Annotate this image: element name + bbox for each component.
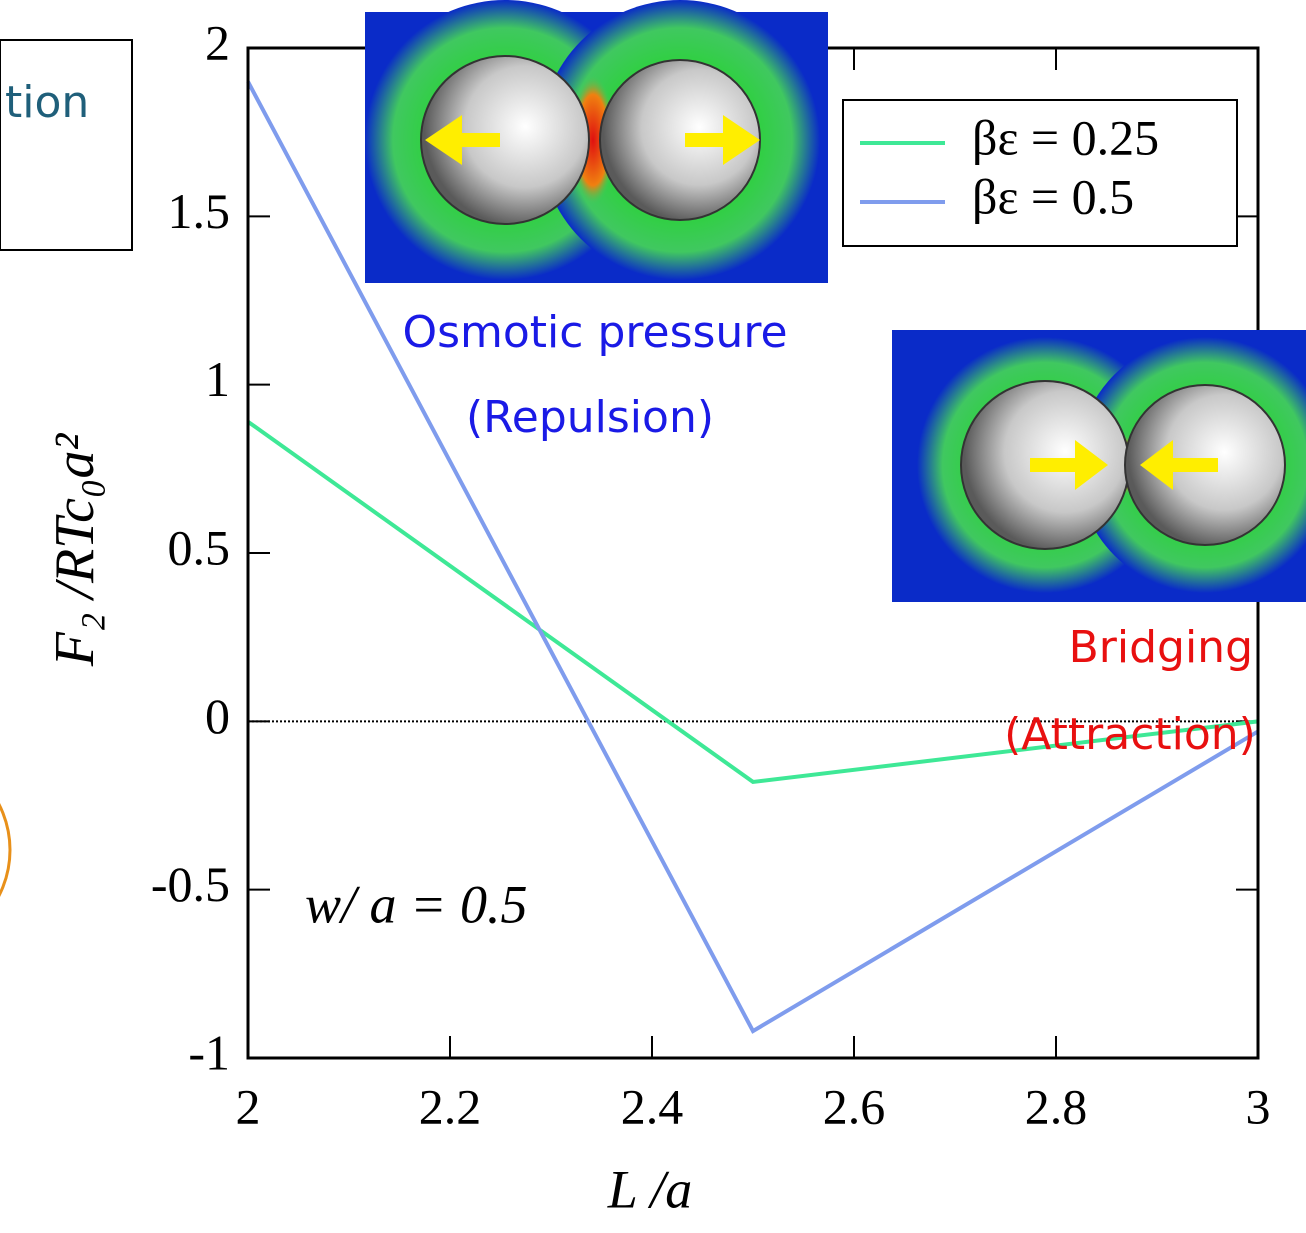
x-tick-label: 2.4 [621,1078,684,1134]
y-tick-label: -1 [188,1024,230,1080]
side-box-text: tion [5,77,89,128]
series-line [246,420,1259,785]
x-tick-label: 2.6 [823,1078,886,1134]
plot-area: 2 2.2 2.4 2.6 2.8 3 -1 -0.5 0 0.5 1 1.5 2 [151,14,1271,1134]
y-tick-label: -0.5 [151,856,230,912]
y-tick-label: 2 [205,14,230,70]
annotation: Bridging [1069,622,1253,673]
x-axis-label: L /a [607,1159,693,1219]
x-tick-label: 3 [1246,1078,1271,1134]
annotation: w/ a = 0.5 [305,874,527,934]
annotation: (Attraction) [1004,709,1256,760]
y-tick-label: 0.5 [168,519,231,575]
y-axis-label: F₂ /RTc₀a² [44,433,106,668]
y-tick-label: 0 [205,688,230,744]
series-line [246,80,1260,1034]
legend-label: βε = 0.25 [972,109,1159,165]
side-box [0,39,133,251]
legend [842,99,1238,247]
side-circle [0,803,12,897]
x-tick-label: 2.2 [419,1078,482,1134]
x-tick-label: 2 [236,1078,261,1134]
annotation: (Repulsion) [466,392,714,443]
y-tick-label: 1 [205,351,230,407]
legend-label: βε = 0.5 [972,168,1134,224]
x-tick-label: 2.8 [1025,1078,1088,1134]
annotation: Osmotic pressure [402,307,787,358]
y-tick-label: 1.5 [168,183,231,239]
inset-repulsion [365,0,828,283]
inset-attraction [892,330,1306,602]
